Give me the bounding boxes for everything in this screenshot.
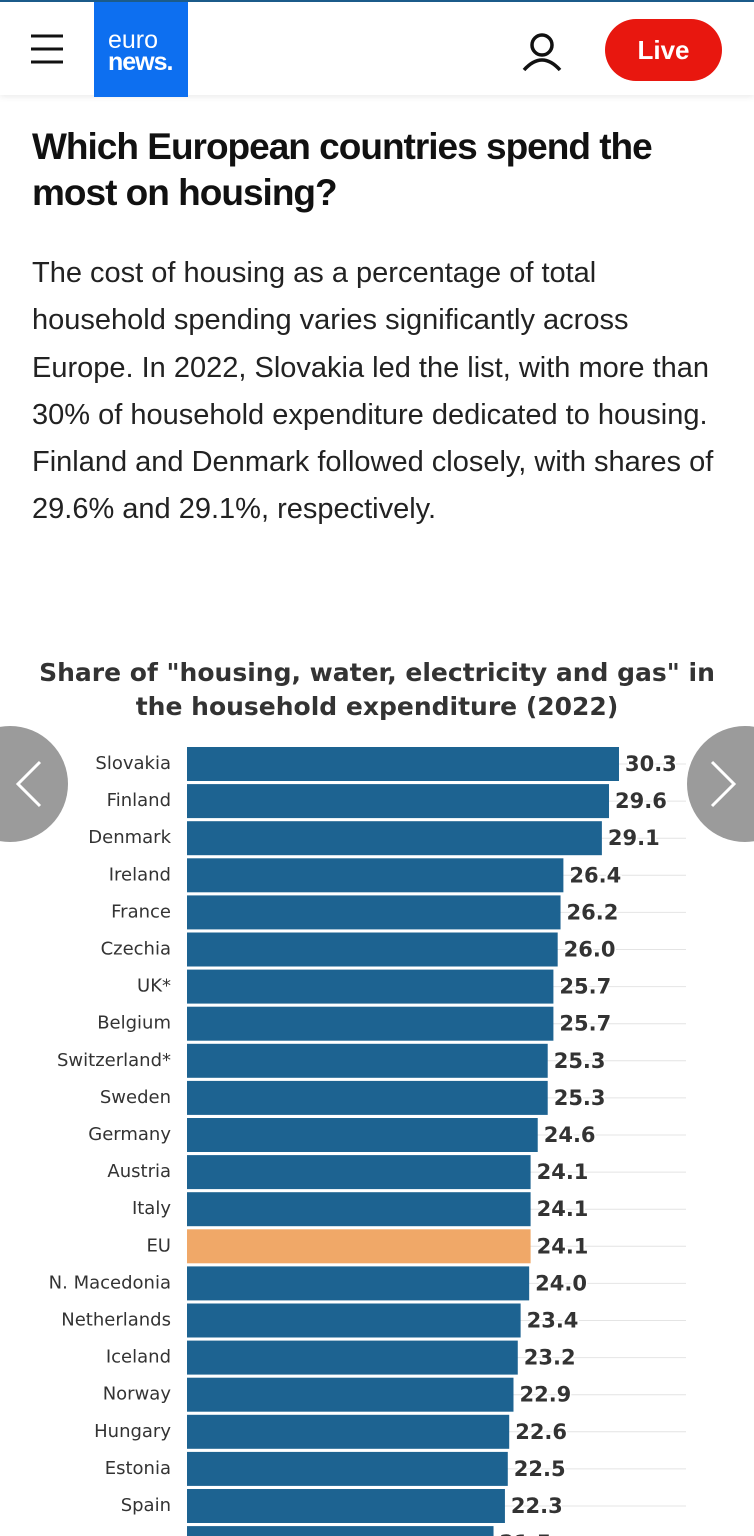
y-tick-label: Switzerland*	[57, 1050, 171, 1071]
bar	[187, 821, 602, 856]
bar	[187, 1080, 548, 1115]
logo-text: euro	[108, 26, 159, 54]
bar	[187, 747, 619, 781]
value-label: 21.5	[500, 1531, 552, 1536]
y-tick-label: UK*	[137, 976, 171, 997]
value-label: 22.5	[514, 1457, 566, 1481]
bar	[187, 895, 561, 930]
bar	[187, 1340, 518, 1375]
value-label: 25.7	[559, 975, 611, 999]
next-arrow[interactable]	[684, 724, 754, 844]
chart-title: Share of "housing, water, electricity an…	[39, 658, 715, 721]
article-title: Which European countries spend the most …	[32, 126, 653, 213]
value-label: 26.2	[567, 900, 619, 924]
y-tick-label: Slovakia	[95, 753, 171, 774]
prev-arrow[interactable]	[0, 724, 70, 844]
value-label: 26.4	[569, 863, 621, 887]
value-label: 26.0	[564, 938, 616, 962]
bar	[187, 1451, 508, 1486]
value-label: 24.6	[544, 1123, 596, 1147]
value-label: 22.3	[511, 1494, 563, 1518]
bar	[187, 1229, 531, 1264]
value-label: 29.6	[615, 789, 667, 813]
y-tick-label: Italy	[132, 1198, 171, 1219]
value-label: 24.0	[535, 1271, 587, 1295]
bar	[187, 1155, 531, 1190]
bar	[187, 932, 558, 967]
bar	[187, 1043, 548, 1078]
value-label: 25.3	[554, 1086, 606, 1110]
value-label: 22.9	[519, 1383, 571, 1407]
value-label: 24.1	[537, 1160, 589, 1184]
logo[interactable]: euro news.	[94, 2, 188, 97]
y-tick-label: Finland	[107, 790, 171, 811]
y-tick-label: Germany	[88, 1124, 171, 1145]
value-label: 23.4	[527, 1309, 579, 1333]
bar	[187, 1414, 510, 1449]
article-body: The cost of housing as a percentage of t…	[32, 257, 714, 526]
y-tick-label: Czechia	[101, 939, 171, 960]
bar	[187, 1118, 538, 1152]
live-button[interactable]: Live	[605, 19, 722, 81]
profile-icon[interactable]	[520, 30, 564, 74]
value-label: 24.1	[537, 1234, 589, 1258]
y-tick-label: Belgium	[97, 1013, 171, 1034]
y-tick-label: Iceland	[106, 1347, 171, 1368]
bar	[187, 1377, 514, 1412]
y-tick-label: Denmark	[88, 827, 171, 848]
y-tick-label: Spain	[121, 1495, 171, 1516]
y-tick-label: Netherlands	[61, 1310, 171, 1331]
header: euro news. Live	[0, 0, 754, 97]
value-label: 29.1	[608, 826, 660, 850]
value-label: 30.3	[625, 752, 677, 776]
y-tick-label: Hungary	[94, 1421, 171, 1442]
value-label: 22.6	[515, 1420, 567, 1444]
y-tick-label: EU	[146, 1235, 171, 1256]
value-label: 23.2	[524, 1346, 576, 1370]
bar	[187, 1303, 521, 1338]
y-tick-label: Sweden	[100, 1087, 171, 1108]
logo-text: news.	[108, 48, 173, 76]
value-label: 25.7	[559, 1012, 611, 1036]
y-tick-label: France	[111, 901, 171, 922]
y-tick-label: N. Macedonia	[49, 1272, 171, 1293]
value-label: 25.3	[554, 1049, 606, 1073]
bar	[187, 858, 564, 893]
bar	[187, 969, 554, 1004]
bar	[187, 1192, 531, 1227]
y-tick-label: Norway	[103, 1384, 172, 1405]
y-tick-label: Austria	[107, 1161, 171, 1182]
y-tick-label: Ireland	[109, 864, 171, 885]
bar	[187, 1266, 530, 1301]
bar	[187, 1006, 554, 1041]
menu-icon[interactable]	[28, 30, 68, 70]
bar	[187, 1489, 505, 1523]
bar	[187, 784, 610, 819]
bar	[187, 1526, 494, 1536]
value-label: 24.1	[537, 1197, 589, 1221]
y-tick-label: Estonia	[105, 1458, 171, 1479]
chart: Slovakia 30.3 Finland 29.6 Denmark 29.1 Irelan…	[49, 747, 686, 1536]
